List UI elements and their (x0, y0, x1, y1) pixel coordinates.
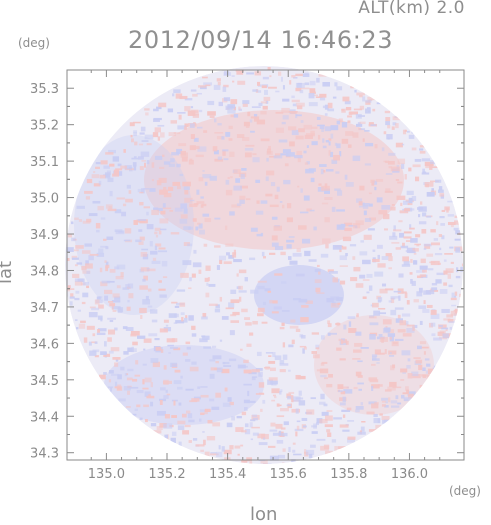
y-tick-label: 34.8 (30, 264, 59, 279)
x-tick-label: 135.8 (330, 467, 367, 482)
x-tick-label: 135.4 (209, 467, 246, 482)
x-axis-label: lon (250, 504, 278, 525)
timestamp-title: 2012/09/14 16:46:23 (128, 26, 394, 54)
y-tick-label: 35.2 (30, 119, 59, 134)
y-tick-label: 35.1 (30, 155, 59, 170)
plot-frame (66, 69, 465, 461)
x-tick-label: 135.6 (270, 467, 307, 482)
y-unit-label: (deg) (18, 36, 50, 50)
y-tick-label: 34.7 (30, 301, 59, 316)
x-unit-label: (deg) (449, 484, 481, 498)
altitude-label: ALT(km) 2.0 (358, 0, 465, 18)
x-tick-label: 135.2 (148, 467, 185, 482)
y-tick-label: 34.6 (30, 337, 59, 352)
y-tick-label: 35.3 (30, 82, 59, 97)
x-ticks: 135.0 135.2 135.4 135.6 135.8 136.0 (88, 70, 441, 482)
y-tick-label: 34.5 (30, 374, 59, 389)
radar-disk (65, 66, 463, 464)
y-tick-label: 34.4 (30, 410, 59, 425)
y-tick-label: 34.3 (30, 447, 59, 462)
y-ticks: 35.3 35.2 35.1 35.0 34.9 34.8 34.7 34.6 34.5 34.4… (30, 69, 464, 462)
x-tick-label: 136.0 (391, 467, 428, 482)
y-tick-label: 34.9 (30, 228, 59, 243)
x-tick-label: 135.0 (88, 467, 125, 482)
y-tick-label: 35.0 (30, 192, 59, 207)
